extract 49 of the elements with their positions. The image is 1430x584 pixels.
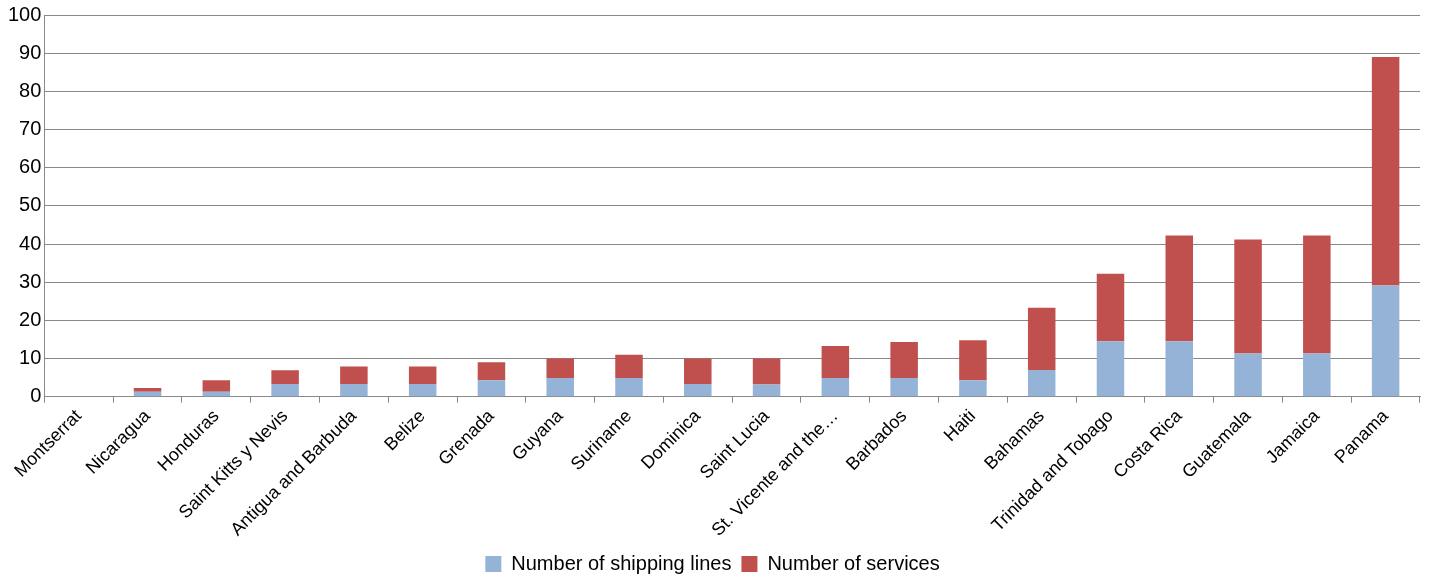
bar [408, 366, 437, 385]
bar [546, 358, 574, 378]
bar [1096, 341, 1125, 397]
bar [1303, 235, 1331, 354]
bar [408, 384, 437, 397]
bar [1234, 353, 1262, 397]
bar [821, 345, 850, 378]
y-tick-label: 100 [7, 2, 42, 25]
bar [1027, 307, 1056, 370]
bar [1303, 353, 1331, 397]
bar [271, 370, 299, 385]
legend-label: Number of shipping lines [511, 551, 732, 574]
bar [890, 342, 918, 378]
bar [1371, 285, 1400, 397]
bar [546, 377, 574, 397]
bar [340, 366, 368, 385]
bar [477, 362, 506, 381]
y-tick-label: 40 [19, 231, 42, 254]
y-tick-label: 50 [19, 193, 42, 216]
bar [340, 384, 368, 397]
bar [615, 377, 643, 397]
bar [202, 380, 231, 392]
y-tick-label: 10 [19, 346, 42, 369]
y-tick-label: 60 [19, 155, 42, 178]
bar [1165, 341, 1194, 397]
bar [133, 387, 162, 392]
bar [959, 380, 987, 397]
bar [821, 377, 850, 397]
bar [684, 384, 712, 397]
bar [271, 384, 299, 397]
bar [684, 358, 712, 385]
bar [752, 384, 781, 397]
bar [1234, 239, 1262, 354]
bar [752, 358, 781, 385]
y-tick-label: 20 [19, 307, 42, 330]
bar [1371, 56, 1400, 286]
y-tick-label: 30 [19, 269, 42, 292]
bar [1027, 369, 1056, 397]
bar [615, 354, 643, 378]
bar [1096, 273, 1125, 342]
y-tick-label: 70 [19, 117, 42, 140]
bar [890, 377, 918, 397]
y-tick-label: 80 [19, 78, 42, 101]
bar [1165, 235, 1194, 342]
bar [477, 380, 506, 397]
y-tick-label: 90 [19, 40, 42, 63]
y-tick-label: 0 [30, 384, 42, 407]
bar [959, 340, 987, 381]
legend-label: Number of services [767, 551, 940, 574]
